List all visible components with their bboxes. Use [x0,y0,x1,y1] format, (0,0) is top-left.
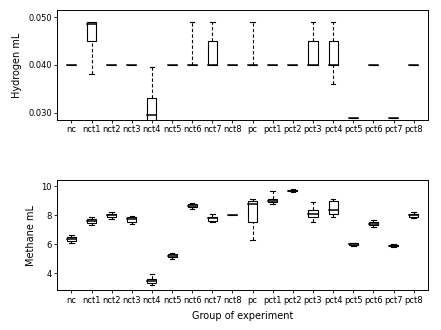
Bar [127,217,136,222]
Bar [369,222,378,225]
Bar [87,219,96,223]
Bar [288,190,297,191]
Bar [168,254,176,257]
Bar [268,199,277,202]
Bar [147,279,157,283]
Bar [147,98,157,122]
Bar [87,22,96,41]
Bar [309,210,318,217]
Y-axis label: Methane mL: Methane mL [26,205,36,266]
Bar [67,237,76,241]
Bar [329,201,338,214]
Bar [107,214,116,217]
Bar [208,216,217,221]
Bar [208,41,217,65]
Bar [409,214,418,216]
Bar [309,41,318,65]
Bar [248,201,257,222]
Bar [188,204,197,207]
X-axis label: Group of experiment: Group of experiment [192,311,293,320]
Bar [329,41,338,65]
Bar [389,245,398,246]
Y-axis label: Hydrogen mL: Hydrogen mL [12,32,22,98]
Bar [349,243,358,245]
